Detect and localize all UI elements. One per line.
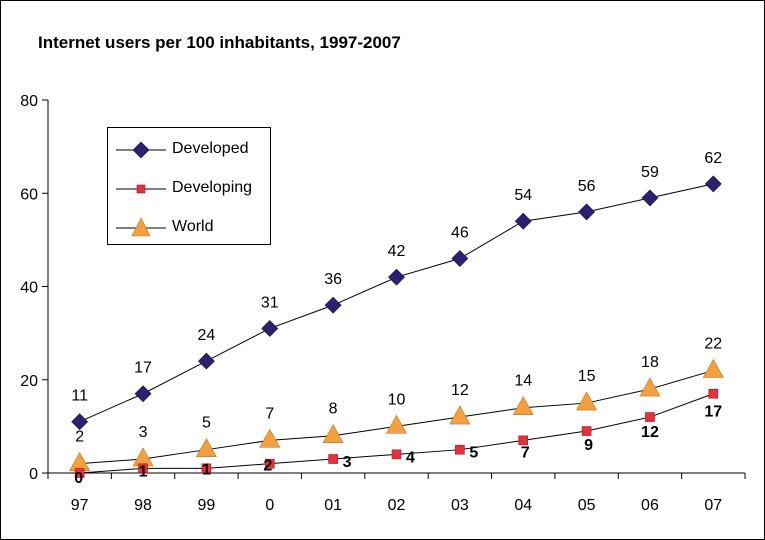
data-label-world: 10 <box>388 391 406 408</box>
data-label-developing: 2 <box>263 458 272 475</box>
x-tick-label: 99 <box>198 497 216 514</box>
data-label-developed: 59 <box>641 164 659 181</box>
data-point-developed <box>71 413 89 431</box>
x-tick-label: 01 <box>324 497 342 514</box>
data-point-developed <box>261 320 279 337</box>
data-point-world <box>576 391 598 411</box>
x-tick-label: 0 <box>265 497 274 514</box>
data-label-developed: 17 <box>134 360 152 377</box>
data-label-world: 2 <box>75 429 84 446</box>
data-point-developing <box>201 463 212 474</box>
x-tick-label: 03 <box>451 497 469 514</box>
data-label-developing: 0 <box>74 470 83 487</box>
data-point-developing <box>391 449 402 460</box>
data-label-developed: 24 <box>198 327 216 344</box>
data-point-world <box>702 358 724 378</box>
data-point-developed <box>578 203 596 221</box>
data-label-developed: 42 <box>388 243 406 260</box>
data-label-world: 14 <box>514 373 532 390</box>
data-label-developed: 31 <box>261 294 279 311</box>
square-icon <box>116 184 166 194</box>
data-label-developing: 4 <box>406 449 415 466</box>
y-tick-label: 20 <box>20 373 38 390</box>
data-label-developed: 36 <box>324 271 342 288</box>
data-label-developed: 56 <box>578 178 596 195</box>
data-point-developed <box>641 189 659 207</box>
legend-label-developed: Developed <box>172 140 249 157</box>
x-tick-label: 02 <box>388 497 406 514</box>
x-tick-label: 07 <box>704 497 722 514</box>
data-label-world: 5 <box>202 415 211 432</box>
data-label-developing: 9 <box>584 437 593 454</box>
data-label-world: 18 <box>641 354 659 371</box>
data-label-developed: 54 <box>514 187 532 204</box>
data-point-world <box>322 424 344 444</box>
data-label-developed: 62 <box>704 150 722 167</box>
chart-title: Internet users per 100 inhabitants, 1997… <box>38 33 401 52</box>
legend: Developed Developing World <box>107 127 271 245</box>
data-point-developed <box>514 212 532 230</box>
data-point-developing <box>455 444 465 455</box>
data-point-world <box>385 414 408 434</box>
data-point-developing <box>708 388 719 399</box>
data-label-world: 15 <box>578 368 596 385</box>
data-point-developed <box>704 175 722 193</box>
legend-item-developed: Developed <box>108 138 270 162</box>
y-tick-label: 40 <box>20 280 38 297</box>
data-label-developing: 5 <box>469 445 478 462</box>
data-label-world: 8 <box>329 401 338 418</box>
data-label-world: 3 <box>139 424 148 441</box>
data-point-world <box>259 428 281 448</box>
data-point-developing <box>645 412 655 422</box>
x-tick-label: 05 <box>578 497 596 514</box>
data-point-world <box>449 405 471 425</box>
y-tick-label: 0 <box>29 466 38 483</box>
data-label-developing: 1 <box>139 463 148 480</box>
data-point-world <box>69 452 91 471</box>
data-label-developed: 11 <box>71 388 88 405</box>
y-tick-label: 60 <box>20 186 38 203</box>
data-label-developed: 46 <box>451 225 469 242</box>
data-label-developing: 7 <box>521 444 530 461</box>
legend-item-developing: Developing <box>108 177 270 201</box>
data-point-developing <box>74 468 85 478</box>
data-point-developing <box>138 463 148 474</box>
data-point-world <box>195 438 217 457</box>
data-label-world: 22 <box>704 335 722 352</box>
data-point-developed <box>324 296 342 314</box>
data-point-developing <box>581 426 592 436</box>
data-label-world: 7 <box>265 405 274 422</box>
data-point-developing <box>518 435 529 446</box>
data-point-developing <box>264 458 275 469</box>
data-point-developing <box>328 454 338 464</box>
x-tick-label: 06 <box>641 497 659 514</box>
x-tick-label: 04 <box>514 497 532 514</box>
x-tick-label: 97 <box>71 497 89 514</box>
data-point-developed <box>388 268 405 286</box>
data-point-developed <box>197 352 215 370</box>
series-markers <box>69 175 724 478</box>
data-point-world <box>639 377 661 397</box>
data-point-world <box>512 396 534 416</box>
data-label-world: 12 <box>451 382 469 399</box>
data-point-developed <box>451 250 469 267</box>
triangle-icon <box>116 217 166 237</box>
data-label-developing: 17 <box>704 404 722 421</box>
diamond-icon <box>116 141 166 159</box>
legend-item-world: World <box>108 216 270 240</box>
legend-label-developing: Developing <box>172 179 253 196</box>
data-label-developing: 3 <box>343 454 352 471</box>
data-label-developing: 1 <box>202 461 211 478</box>
data-point-developed <box>134 385 152 403</box>
legend-label-world: World <box>172 218 214 235</box>
data-label-developing: 12 <box>641 424 659 441</box>
y-tick-label: 80 <box>20 93 38 110</box>
x-tick-label: 98 <box>134 497 152 514</box>
